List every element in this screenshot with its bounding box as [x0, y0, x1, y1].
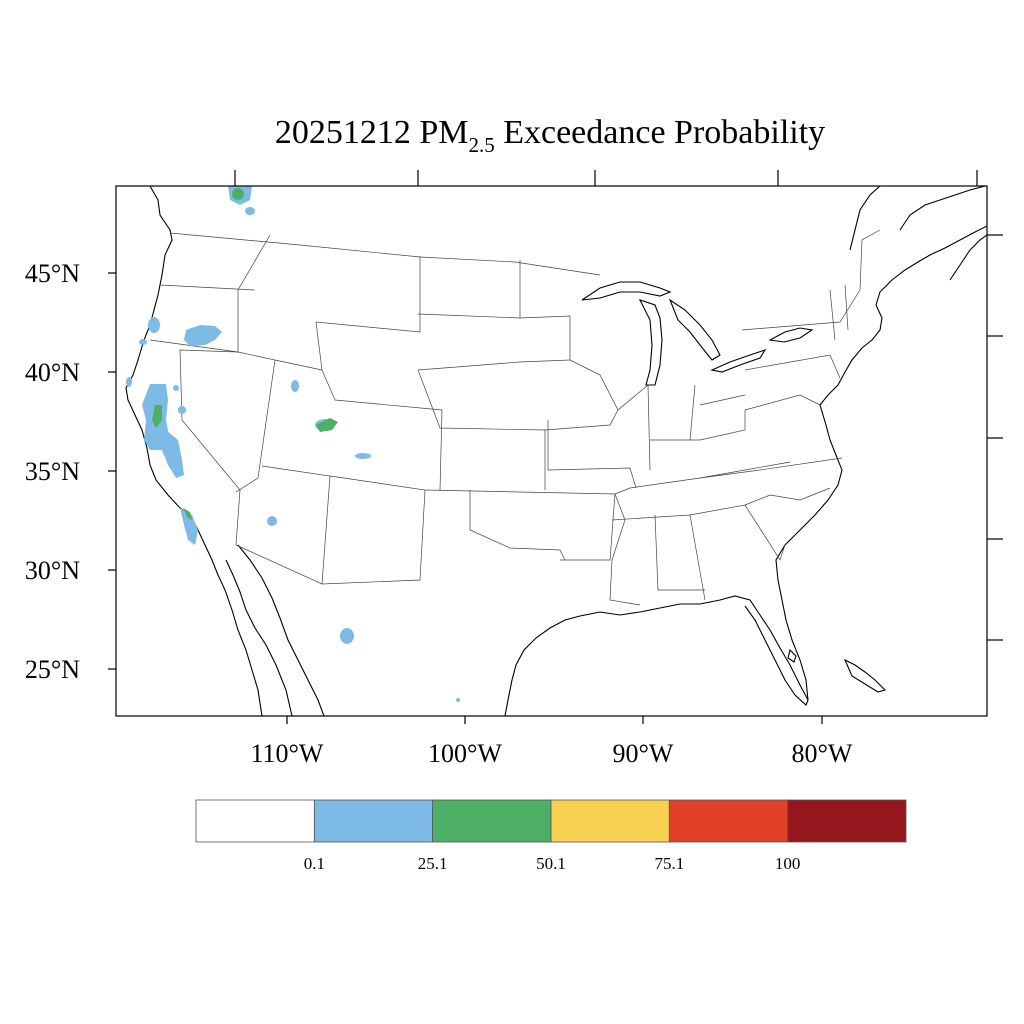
- lon-ticks-top: [234, 170, 978, 186]
- title-rest: Exceedance Probability: [503, 114, 825, 151]
- title-date: 20251212: [275, 114, 411, 151]
- state-borders: [149, 229, 881, 606]
- lat-label-35: 35°N: [25, 457, 80, 486]
- colorbar-box-2: [432, 799, 552, 843]
- map-title: 20251212 PM2.5 Exceedance Probability: [275, 114, 825, 157]
- colorbar-label-2: 50.1: [536, 854, 566, 873]
- lon-label-90w: 90°W: [613, 739, 674, 768]
- lat-ticks-left: [108, 272, 116, 670]
- lat-label-45: 45°N: [25, 259, 80, 288]
- lat-ticks-right: [987, 234, 1003, 641]
- coastline: [125, 186, 987, 716]
- lon-labels: 110°W 100°W 90°W 80°W: [251, 739, 853, 768]
- lat-label-25: 25°N: [25, 655, 80, 684]
- lat-label-30: 30°N: [25, 556, 80, 585]
- colorbar-label-0: 0.1: [304, 854, 325, 873]
- probability-patches-low: [126, 186, 460, 702]
- colorbar-box-1: [313, 799, 434, 843]
- colorbar-box-4: [668, 799, 789, 843]
- lon-ticks-bottom: [286, 716, 823, 724]
- map-frame: [115, 185, 988, 717]
- colorbar-box-3: [550, 799, 670, 843]
- colorbar-box-5: [787, 799, 907, 843]
- colorbar: 0.1 25.1 50.1 75.1 100: [195, 799, 907, 873]
- lat-labels: 45°N 40°N 35°N 30°N 25°N: [25, 259, 80, 684]
- colorbar-label-4: 100: [775, 854, 801, 873]
- colorbar-label-3: 75.1: [654, 854, 684, 873]
- map-content: [125, 186, 987, 716]
- title-pollutant-subscript: 2.5: [468, 133, 494, 157]
- colorbar-label-1: 25.1: [418, 854, 448, 873]
- title-pollutant: PM: [419, 114, 468, 151]
- probability-patches-mid: [152, 188, 338, 520]
- lon-label-80w: 80°W: [792, 739, 853, 768]
- lon-label-110w: 110°W: [251, 739, 324, 768]
- lon-label-100w: 100°W: [428, 739, 502, 768]
- lat-label-40: 40°N: [25, 358, 80, 387]
- colorbar-box-0: [195, 799, 315, 843]
